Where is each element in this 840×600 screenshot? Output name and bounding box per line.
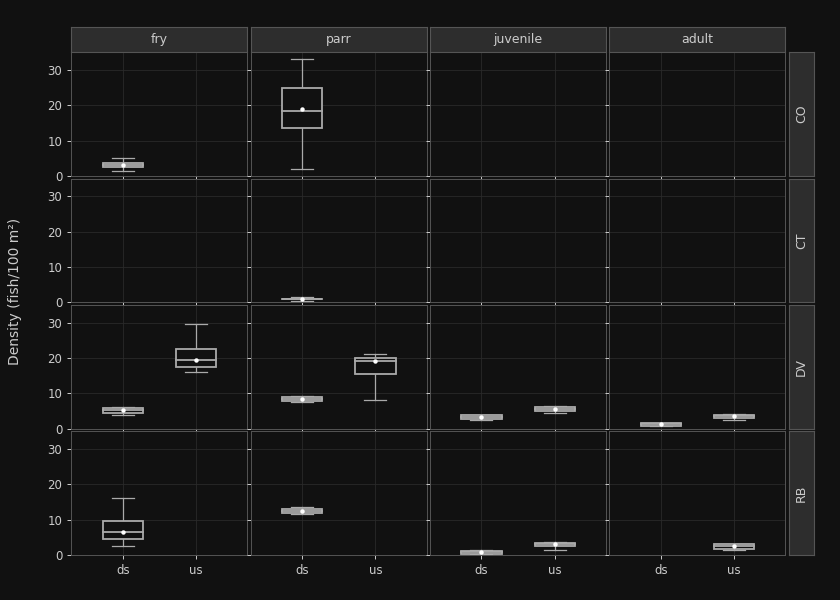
Text: fry: fry xyxy=(151,33,168,46)
Text: DV: DV xyxy=(795,358,808,376)
Text: juvenile: juvenile xyxy=(494,33,543,46)
Bar xyxy=(641,423,681,425)
Bar xyxy=(534,407,575,411)
Text: adult: adult xyxy=(681,33,713,46)
Bar xyxy=(102,408,143,413)
Bar xyxy=(714,415,754,418)
Bar xyxy=(282,397,323,401)
Bar xyxy=(102,163,143,167)
Bar xyxy=(355,358,396,374)
Bar xyxy=(282,88,323,128)
Bar xyxy=(176,349,216,367)
Bar xyxy=(461,551,501,554)
Text: Density (fish/100 m²): Density (fish/100 m²) xyxy=(8,217,22,365)
Text: CT: CT xyxy=(795,232,808,249)
Bar xyxy=(461,415,501,419)
Text: CO: CO xyxy=(795,105,808,124)
Bar xyxy=(534,542,575,546)
Bar xyxy=(714,544,754,548)
Text: RB: RB xyxy=(795,484,808,502)
Bar xyxy=(282,509,323,513)
Text: parr: parr xyxy=(326,33,352,46)
Bar xyxy=(102,521,143,539)
